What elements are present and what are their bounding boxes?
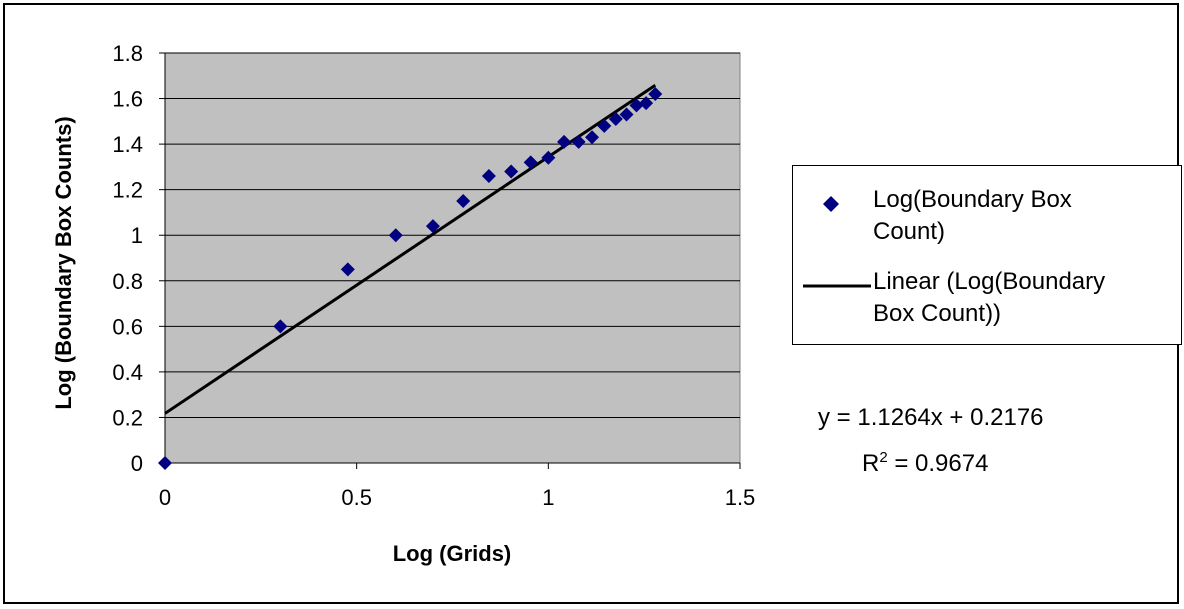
y-tick-labels: 0 0.2 0.4 0.6 0.8 1 1.2 1.4 1.6 1.8: [112, 41, 143, 476]
line-marker-icon: [803, 284, 871, 288]
r-squared-label: R2 = 0.9674: [862, 450, 988, 478]
data-point: [639, 96, 654, 111]
x-tick-label: 0: [159, 485, 171, 510]
y-tick-label: 1: [131, 223, 143, 248]
data-point: [425, 219, 440, 234]
diamond-marker-icon: [823, 196, 839, 212]
data-point: [273, 319, 288, 334]
data-point: [648, 87, 663, 101]
x-tick-labels: 0 0.5 1 1.5: [159, 485, 755, 510]
data-point: [158, 456, 172, 470]
legend-label-trendline: Linear (Log(Boundary Box Count)): [873, 268, 1106, 327]
y-tick-label: 0: [131, 451, 143, 476]
data-point: [557, 134, 572, 149]
data-point: [629, 98, 644, 113]
data-point: [504, 164, 519, 179]
x-tick-label: 1: [542, 485, 554, 510]
r-squared-value: = 0.9674: [887, 450, 989, 477]
data-point: [481, 169, 496, 183]
y-tick-label: 1.8: [112, 41, 143, 66]
data-point: [340, 262, 355, 277]
y-tick-label: 0.4: [112, 360, 143, 385]
y-tick-label: 0.2: [112, 405, 143, 430]
data-point: [619, 107, 634, 122]
data-point: [523, 155, 538, 170]
y-axis-title: Log (Boundary Box Counts): [51, 116, 76, 409]
points-layer: [158, 87, 663, 470]
data-point: [541, 150, 556, 165]
data-point: [456, 194, 471, 209]
data-point: [597, 118, 612, 133]
y-tick-label: 1.6: [112, 87, 143, 112]
data-point: [608, 112, 623, 127]
r-squared-exponent: 2: [879, 449, 888, 466]
y-tick-label: 0.8: [112, 269, 143, 294]
data-point: [571, 134, 586, 149]
legend: Log(Boundary Box Count) Linear (Log(Boun…: [792, 165, 1182, 345]
trendline-equation: y = 1.1264x + 0.2176: [818, 404, 1044, 431]
r-squared-symbol: R: [862, 450, 880, 477]
y-tick-label: 1.4: [112, 132, 143, 157]
data-point: [585, 130, 600, 145]
y-tick-label: 0.6: [112, 314, 143, 339]
x-tick-label: 1.5: [725, 485, 756, 510]
x-tick-label: 0.5: [341, 485, 372, 510]
x-axis-title: Log (Grids): [393, 541, 512, 566]
data-point: [388, 228, 403, 243]
plot-area: [164, 52, 741, 464]
legend-label-points: Log(Boundary Box Count): [873, 186, 1072, 245]
y-tick-label: 1.2: [112, 178, 143, 203]
